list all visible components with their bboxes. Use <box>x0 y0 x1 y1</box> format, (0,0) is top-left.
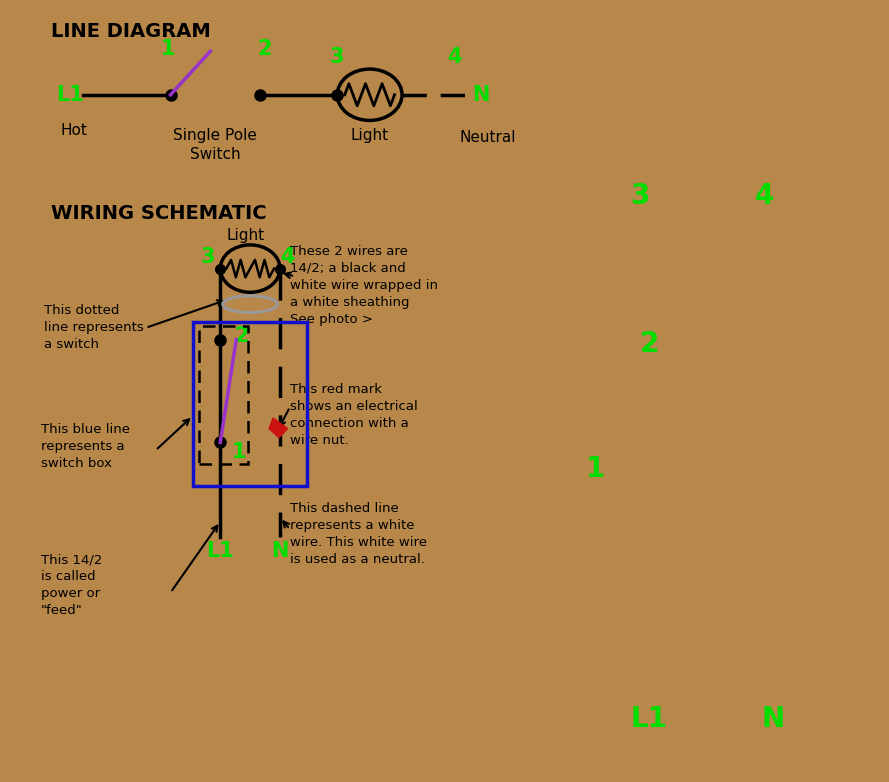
Text: 4: 4 <box>280 247 295 267</box>
Text: This 14/2
is called
power or
"feed": This 14/2 is called power or "feed" <box>41 553 102 617</box>
Text: N: N <box>762 705 785 734</box>
Text: This dotted
line represents
a switch: This dotted line represents a switch <box>44 304 143 351</box>
Bar <box>193 322 308 486</box>
Text: 1: 1 <box>161 39 175 59</box>
Text: L1: L1 <box>630 705 668 734</box>
Text: Neutral: Neutral <box>460 131 516 145</box>
Text: 1: 1 <box>586 455 605 483</box>
Polygon shape <box>269 418 287 438</box>
Text: Light: Light <box>226 228 264 242</box>
Text: This red mark
shows an electrical
connection with a
wire nut.: This red mark shows an electrical connec… <box>290 383 418 447</box>
Text: These 2 wires are
14/2; a black and
white wire wrapped in
a white sheathing
See : These 2 wires are 14/2; a black and whit… <box>290 245 438 326</box>
Text: WIRING SCHEMATIC: WIRING SCHEMATIC <box>51 204 267 223</box>
Text: 2: 2 <box>258 39 272 59</box>
Text: 3: 3 <box>630 181 650 210</box>
Text: Light: Light <box>350 128 388 143</box>
Text: 3: 3 <box>330 47 345 67</box>
Text: L1: L1 <box>56 84 84 105</box>
Text: N: N <box>472 84 489 105</box>
Text: 2: 2 <box>234 326 248 346</box>
Text: L1: L1 <box>206 541 234 561</box>
Text: 2: 2 <box>639 330 659 358</box>
Text: Hot: Hot <box>61 123 88 138</box>
Text: 4: 4 <box>755 181 774 210</box>
Text: Single Pole
Switch: Single Pole Switch <box>173 128 257 162</box>
Text: 4: 4 <box>447 47 461 67</box>
Text: 1: 1 <box>232 443 246 462</box>
Text: 3: 3 <box>201 247 215 267</box>
Text: This blue line
represents a
switch box: This blue line represents a switch box <box>41 423 130 470</box>
Bar <box>199 326 248 465</box>
Text: LINE DIAGRAM: LINE DIAGRAM <box>51 22 211 41</box>
Text: N: N <box>271 541 289 561</box>
Text: This dashed line
represents a white
wire. This white wire
is used as a neutral.: This dashed line represents a white wire… <box>290 502 427 565</box>
